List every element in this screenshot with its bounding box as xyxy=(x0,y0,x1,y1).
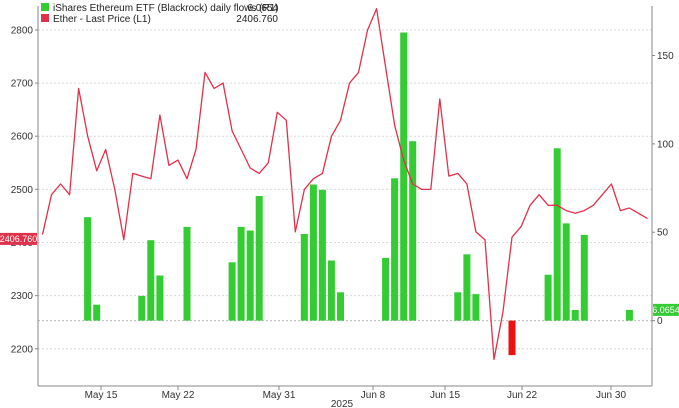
flow-bar xyxy=(454,292,462,321)
flow-bar xyxy=(156,275,164,321)
flow-bar xyxy=(382,257,390,321)
left-value-tag xyxy=(0,232,37,245)
y-left-tick-label: 2200 xyxy=(11,344,34,355)
flow-bar xyxy=(318,189,326,321)
flow-bar xyxy=(84,217,92,321)
x-tick-label: Jun 8 xyxy=(361,390,386,401)
flow-bar xyxy=(409,141,417,321)
legend-swatch xyxy=(41,14,49,22)
flow-bar xyxy=(463,254,471,321)
y-left-tick-label: 2600 xyxy=(11,132,34,143)
x-axis-year: 2025 xyxy=(331,399,354,408)
x-tick-label: May 31 xyxy=(263,390,296,401)
flow-bar xyxy=(553,148,561,321)
y-left-tick-label: 2700 xyxy=(11,79,34,90)
flow-bar xyxy=(183,226,191,321)
flow-bar xyxy=(309,184,317,321)
y-right-tick-label: 50 xyxy=(657,228,669,239)
flow-bar xyxy=(544,274,552,321)
x-tick-label: Jun 15 xyxy=(430,390,460,401)
legend: iShares Ethereum ETF (Blackrock) daily f… xyxy=(41,3,279,25)
y-right-tick-label: 150 xyxy=(657,51,674,62)
y-right-tick-label: 100 xyxy=(657,139,674,150)
flow-bar xyxy=(580,234,588,321)
flow-bar xyxy=(237,226,245,321)
flow-bar xyxy=(138,295,146,321)
legend-value: 6.0654 xyxy=(247,3,278,14)
flow-bar xyxy=(93,304,101,321)
flow-bar xyxy=(571,310,579,321)
x-tick-label: May 15 xyxy=(85,390,118,401)
flow-bar xyxy=(562,223,570,321)
legend-label: Ether - Last Price (L1) xyxy=(53,14,151,25)
x-tick-label: Jun 22 xyxy=(507,390,537,401)
x-tick-label: Jun 30 xyxy=(596,390,626,401)
flow-bar xyxy=(391,178,399,321)
y-left-tick-label: 2300 xyxy=(11,291,34,302)
flow-bar xyxy=(337,292,344,321)
y-left-tick-label: 2800 xyxy=(11,25,34,36)
flow-bar xyxy=(400,32,408,321)
flow-bar xyxy=(246,230,254,321)
flow-bar xyxy=(300,234,308,321)
flow-bar xyxy=(147,240,155,321)
last-value-tags: 2406.760 6.0654 xyxy=(0,232,679,316)
legend-value: 2406.760 xyxy=(236,14,278,25)
right-value-tag xyxy=(653,303,679,316)
legend-swatch xyxy=(41,3,49,11)
flow-bar xyxy=(472,294,480,321)
flow-bar xyxy=(228,262,236,321)
flow-bar xyxy=(508,320,516,356)
flow-bar xyxy=(255,196,263,321)
price-line xyxy=(41,8,648,361)
bar-series xyxy=(84,32,633,356)
legend-label: iShares Ethereum ETF (Blackrock) daily f… xyxy=(53,3,279,14)
left-value-tag-text: 2406.760 xyxy=(0,234,37,244)
y-left-tick-label: 2500 xyxy=(11,185,34,196)
x-tick-label: May 22 xyxy=(162,390,195,401)
right-value-tag-text: 6.0654 xyxy=(652,305,679,315)
flow-bar xyxy=(327,260,335,321)
y-right-tick-label: 0 xyxy=(657,316,663,327)
line-series xyxy=(41,8,648,361)
flow-bar xyxy=(625,309,633,321)
